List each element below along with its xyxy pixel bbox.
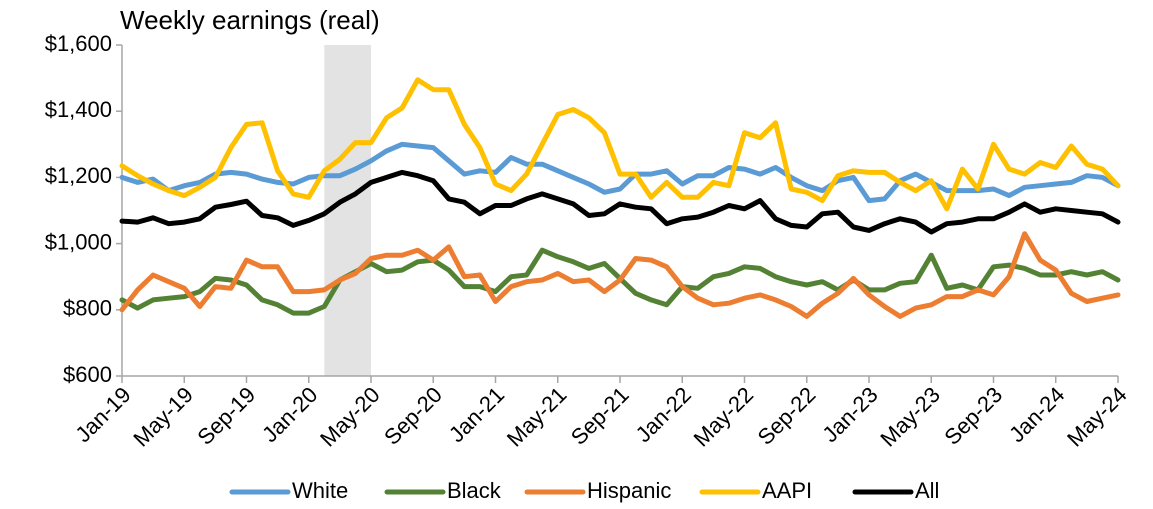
x-tick-label: Jan-21 — [444, 382, 509, 447]
x-tick-label: May-24 — [1062, 382, 1132, 452]
legend-label: All — [915, 478, 939, 503]
series-line — [119, 231, 1121, 319]
legend-label: Hispanic — [587, 478, 671, 503]
x-tick-label: Jan-20 — [257, 382, 322, 447]
x-tick-label: May-19 — [128, 382, 198, 452]
x-tick-label: Sep-20 — [379, 382, 447, 450]
y-tick-label: $800 — [63, 296, 112, 321]
x-tick-label: Jan-24 — [1004, 382, 1069, 447]
x-tick-label: May-23 — [875, 382, 945, 452]
x-tick-label: May-20 — [315, 382, 385, 452]
x-tick-label: Sep-22 — [753, 382, 821, 450]
y-tick-label: $1,600 — [45, 31, 112, 56]
x-tick-label: Jan-19 — [70, 382, 135, 447]
x-tick-label: May-22 — [689, 382, 759, 452]
series-line — [119, 77, 1121, 212]
y-tick-label: $1,400 — [45, 97, 112, 122]
series-line — [119, 169, 1121, 235]
y-tick-label: $600 — [63, 362, 112, 387]
x-tick-label: Sep-23 — [939, 382, 1007, 450]
y-tick-label: $1,000 — [45, 229, 112, 254]
legend-label: AAPI — [762, 478, 812, 503]
x-tick-label: Sep-19 — [192, 382, 260, 450]
legend-label: Black — [447, 478, 502, 503]
x-tick-label: May-21 — [502, 382, 572, 452]
x-tick-label: Sep-21 — [566, 382, 634, 450]
chart-title: Weekly earnings (real) — [120, 5, 380, 35]
x-tick-label: Jan-23 — [817, 382, 882, 447]
y-tick-label: $1,200 — [45, 163, 112, 188]
x-tick-label: Jan-22 — [631, 382, 696, 447]
legend-label: White — [292, 478, 348, 503]
